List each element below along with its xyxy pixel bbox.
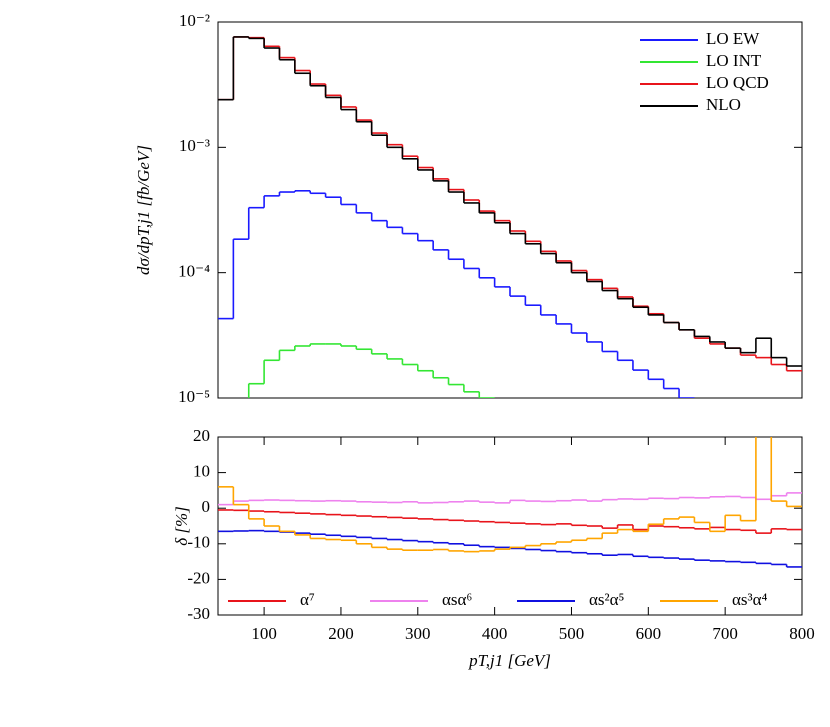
legend-label: αs³α⁴: [732, 590, 768, 609]
y-tick-label: -10: [187, 533, 210, 552]
plot-area: [218, 437, 802, 568]
x-tick-label: 100: [251, 624, 277, 643]
legend-label: NLO: [706, 95, 741, 114]
x-tick-label: 700: [712, 624, 738, 643]
y-tick-label: 20: [193, 426, 210, 445]
y-tick-label: 10⁻⁵: [178, 387, 210, 406]
x-tick-label: 600: [636, 624, 662, 643]
y-tick-label: 10⁻²: [179, 11, 210, 30]
legend-label: αsα⁶: [442, 590, 472, 609]
x-tick-label: 300: [405, 624, 431, 643]
legend-label: α⁷: [300, 590, 315, 609]
y-axis-label: δ [%]: [172, 506, 191, 546]
plot-area: [218, 36, 802, 398]
y-tick-label: -20: [187, 568, 210, 587]
x-axis-label: pT,j1 [GeV]: [468, 651, 551, 670]
legend-label: LO QCD: [706, 73, 769, 92]
plot-frame: [217, 21, 803, 399]
y-tick-label: 10⁻³: [179, 136, 210, 155]
legend-label: LO EW: [706, 29, 760, 48]
y-tick-label: -30: [187, 604, 210, 623]
x-tick-label: 200: [328, 624, 354, 643]
y-tick-label: 10⁻⁴: [178, 262, 210, 281]
x-tick-label: 400: [482, 624, 508, 643]
x-tick-label: 800: [789, 624, 815, 643]
y-tick-label: 10: [193, 462, 210, 481]
legend-label: αs²α⁵: [589, 590, 625, 609]
y-tick-label: 0: [202, 497, 211, 516]
plot-frame: [217, 436, 803, 616]
legend-label: LO INT: [706, 51, 762, 70]
x-tick-label: 500: [559, 624, 585, 643]
y-axis-label: dσ/dpT,j1 [fb/GeV]: [134, 145, 153, 275]
